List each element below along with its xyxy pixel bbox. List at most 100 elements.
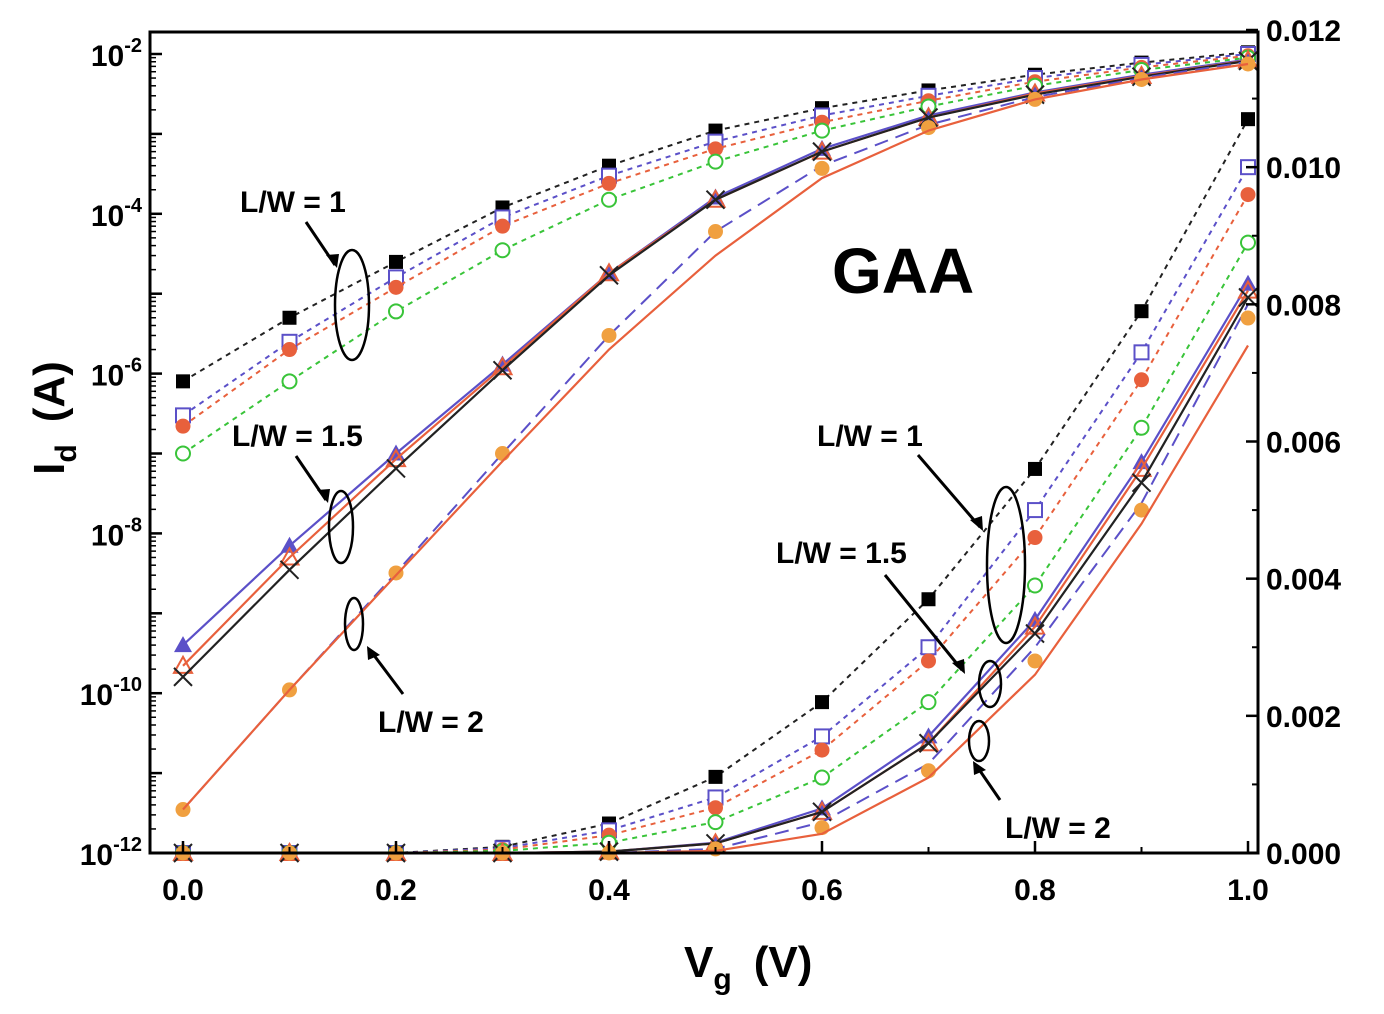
- data-point-circle-filled: [708, 141, 723, 157]
- data-point-square-filled: [815, 695, 829, 710]
- annotation-label: L/W = 2: [1005, 812, 1111, 845]
- y-right-tick-label: 0.006: [1266, 427, 1341, 460]
- data-point-triangle-open: [278, 546, 301, 566]
- data-point-circle-open: [494, 242, 511, 259]
- inset-label: GAA: [832, 235, 974, 307]
- data-point-x: [812, 141, 832, 162]
- y-left-tick-label: 10-8: [91, 514, 142, 552]
- data-point-square-filled: [389, 254, 403, 269]
- data-point-circle-filled: [814, 742, 830, 758]
- data-point-circle-filled: [175, 418, 191, 434]
- data-point-square-filled: [1241, 112, 1255, 127]
- y-left-tick-label: 10-10: [80, 674, 142, 712]
- y-left-tick-label: 10-2: [91, 35, 142, 73]
- data-point-circle-open: [920, 694, 937, 711]
- data-point-circle-filled: [495, 218, 510, 234]
- data-point-circle-filled: [921, 763, 936, 779]
- data-point-triangle-open: [172, 654, 194, 674]
- y-right-tick-label: 0.000: [1266, 838, 1341, 871]
- series-line: [183, 194, 1249, 854]
- y-axis-title: Id(A): [25, 361, 83, 475]
- annotation-label: L/W = 1: [817, 420, 923, 453]
- data-point-circle-filled: [388, 279, 404, 295]
- data-point-circle-filled: [1240, 56, 1256, 72]
- annotation-label: L/W = 1: [240, 186, 346, 219]
- data-point-x: [705, 190, 726, 210]
- annotation-lin-lw15: L/W = 1.5: [776, 537, 1003, 709]
- data-point-circle-filled: [1027, 530, 1043, 546]
- data-point-circle-filled: [388, 565, 404, 581]
- data-point-circle-filled: [1134, 502, 1149, 518]
- x-axis-title: Vg (V): [684, 938, 812, 996]
- data-point-square-open: [920, 639, 937, 656]
- data-point-square-open: [1133, 344, 1150, 361]
- data-point-x: [386, 458, 406, 479]
- data-point-circle-filled: [1240, 187, 1256, 203]
- data-point-x: [599, 265, 619, 285]
- data-point-circle-filled: [708, 800, 723, 816]
- data-point-square-filled: [1028, 461, 1042, 476]
- data-point-circle-open: [281, 373, 298, 390]
- annotation-lin-lw1: L/W = 1: [817, 420, 1027, 645]
- data-point-x: [918, 733, 939, 753]
- data-point-square-open: [814, 728, 830, 745]
- y-left-tick-label: 10-6: [91, 355, 142, 393]
- x-tick-label: 1.0: [1227, 874, 1269, 907]
- y-right-tick-label: 0.012: [1266, 15, 1341, 48]
- data-point-square-filled: [708, 769, 723, 784]
- data-point-x: [279, 560, 300, 580]
- data-point-circle-filled: [1134, 372, 1149, 388]
- x-tick-label: 0.4: [588, 874, 630, 907]
- data-point-triangle-open: [1130, 457, 1153, 477]
- annotation-label: L/W = 2: [378, 706, 484, 739]
- data-point-circle-filled: [814, 160, 830, 176]
- data-point-square-filled: [921, 592, 936, 607]
- series-line: [183, 296, 1249, 855]
- series-line: [182, 62, 1249, 811]
- series-line: [183, 166, 1249, 854]
- series-log-9: [182, 62, 1249, 811]
- data-point-circle-filled: [921, 653, 936, 669]
- data-point-triangle-open: [917, 732, 940, 752]
- data-point-triangle-filled: [280, 536, 299, 553]
- x-tick-label: 0.0: [162, 874, 204, 907]
- data-point-circle-filled: [282, 342, 297, 358]
- data-point-circle-open: [1240, 234, 1256, 251]
- series-line: [182, 56, 1249, 455]
- annotation-lin-lw2: L/W = 2: [967, 719, 1111, 845]
- annotation-log-lw2: L/W = 2: [343, 596, 484, 739]
- series-line: [183, 283, 1249, 855]
- x-tick-label: 0.2: [375, 874, 417, 907]
- series-log-3: [175, 49, 1256, 462]
- data-point-x: [492, 360, 513, 381]
- data-point-circle-filled: [708, 224, 723, 240]
- data-point-square-filled: [176, 374, 190, 389]
- data-point-circle-open: [1133, 419, 1150, 436]
- ticks-layer: 0.0 0.2 0.4 0.6 0.8 1.0 10-2 10-4 10-6 10-8 10-10 1…: [80, 15, 1342, 907]
- data-point-circle-open: [814, 122, 830, 139]
- data-point-square-open: [1027, 502, 1043, 519]
- data-point-triangle-filled: [174, 636, 192, 653]
- data-point-circle-filled: [495, 446, 510, 461]
- annotation-log-lw1: L/W = 1: [240, 186, 371, 362]
- data-point-circle-filled: [1027, 653, 1043, 669]
- data-point-square-filled: [282, 310, 297, 325]
- data-point-triangle-open: [385, 448, 407, 468]
- data-point-circle-open: [1027, 577, 1043, 594]
- y-right-tick-label: 0.004: [1266, 564, 1341, 597]
- annotation-label: L/W = 1.5: [776, 537, 907, 570]
- data-point-circle-open: [707, 153, 724, 170]
- data-point-square-filled: [1134, 304, 1149, 319]
- data-point-circle-open: [707, 814, 724, 831]
- series-log-2: [175, 48, 1256, 434]
- data-point-x: [173, 667, 193, 687]
- data-point-circle-filled: [601, 327, 617, 343]
- y-right-tick-label: 0.008: [1266, 289, 1341, 322]
- data-point-circle-filled: [601, 175, 617, 191]
- series-line: [183, 290, 1249, 855]
- x-tick-label: 0.8: [1014, 874, 1056, 907]
- annotation-log-lw15: L/W = 1.5: [232, 420, 363, 565]
- data-point-circle-open: [814, 769, 830, 786]
- y-right-tick-label: 0.010: [1266, 152, 1341, 185]
